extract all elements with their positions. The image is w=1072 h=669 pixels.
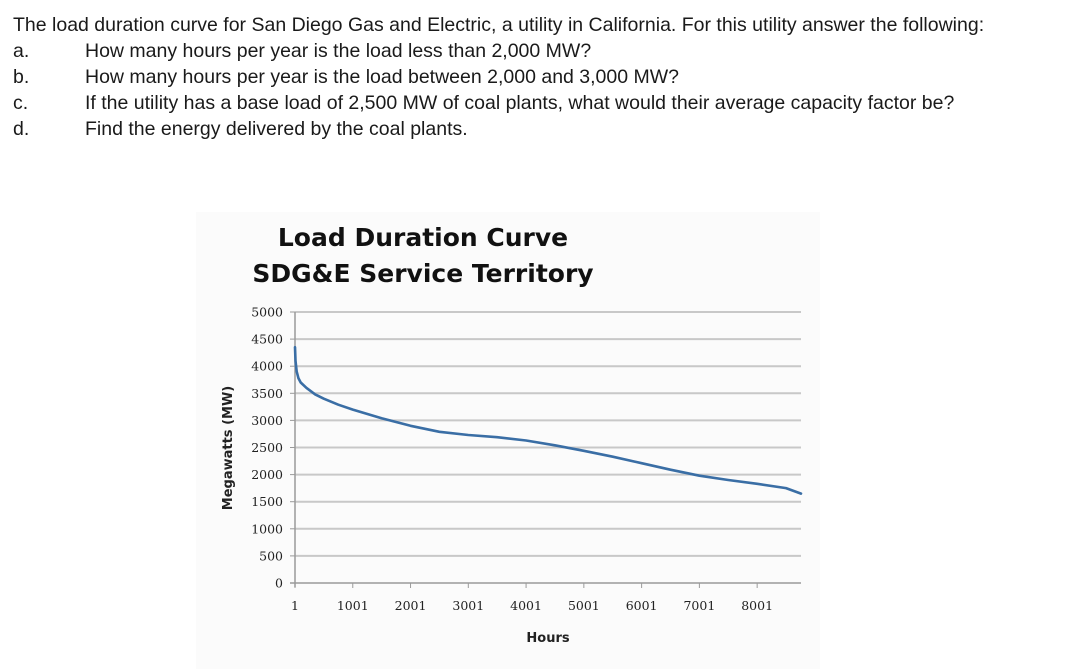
y-tick-label: 5000 xyxy=(251,305,283,320)
x-tick-labels: 1 1001 2001 3001 4001 5001 6001 7001 8001 xyxy=(291,598,773,613)
question-text: The load duration curve for San Diego Ga… xyxy=(13,12,1063,142)
y-tick-label: 4500 xyxy=(251,332,283,347)
question-item-a: a. How many hours per year is the load l… xyxy=(13,38,1063,64)
x-tick-label: 8001 xyxy=(741,598,773,613)
item-letter: a. xyxy=(13,40,30,62)
x-tick-label: 1 xyxy=(291,598,299,613)
item-text: If the utility has a base load of 2,500 … xyxy=(85,92,955,114)
x-tick-label: 1001 xyxy=(337,598,369,613)
y-tick-label: 2500 xyxy=(251,440,283,455)
item-text: How many hours per year is the load betw… xyxy=(85,66,680,88)
y-tick-label: 3500 xyxy=(251,386,283,401)
y-tick-labels: 0 500 1000 1500 2000 2500 3000 3500 4000 4500 5000 xyxy=(251,305,283,591)
item-text: How many hours per year is the load less… xyxy=(85,40,592,62)
gridlines xyxy=(295,311,801,557)
y-tick-label: 3000 xyxy=(251,413,283,428)
x-axis-label: Hours xyxy=(526,631,569,646)
y-tick-label: 2000 xyxy=(251,467,283,482)
load-duration-chart: Load Duration Curve SDG&E Service Territ… xyxy=(196,212,820,669)
x-tick-label: 3001 xyxy=(452,598,484,613)
x-tick-label: 4001 xyxy=(510,598,542,613)
item-letter: b. xyxy=(13,66,30,88)
chart-subtitle: SDG&E Service Territory xyxy=(252,259,593,288)
question-item-d: d. Find the energy delivered by the coal… xyxy=(13,116,1063,142)
series-line-load xyxy=(293,345,803,495)
item-letter: c. xyxy=(13,92,29,114)
item-letter: d. xyxy=(13,118,30,140)
x-tick-label: 5001 xyxy=(568,598,600,613)
y-axis-label: Megawatts (MW) xyxy=(221,386,236,510)
question-item-b: b. How many hours per year is the load b… xyxy=(13,64,1063,90)
chart-title: Load Duration Curve xyxy=(278,223,568,252)
question-intro: The load duration curve for San Diego Ga… xyxy=(13,14,985,36)
y-tick-label: 4000 xyxy=(251,359,283,374)
x-tick-label: 7001 xyxy=(683,598,715,613)
x-tick-label: 2001 xyxy=(395,598,427,613)
chart-svg: Load Duration Curve SDG&E Service Territ… xyxy=(221,223,803,646)
y-tick-label: 500 xyxy=(259,548,283,563)
y-tick-label: 0 xyxy=(275,576,283,591)
series-group xyxy=(293,345,803,495)
question-item-c: c. If the utility has a base load of 2,5… xyxy=(13,90,1063,116)
item-text: Find the energy delivered by the coal pl… xyxy=(85,118,468,140)
y-tick-label: 1000 xyxy=(251,521,283,536)
y-tick-label: 1500 xyxy=(251,494,283,509)
axes xyxy=(290,311,801,588)
x-tick-label: 6001 xyxy=(626,598,658,613)
